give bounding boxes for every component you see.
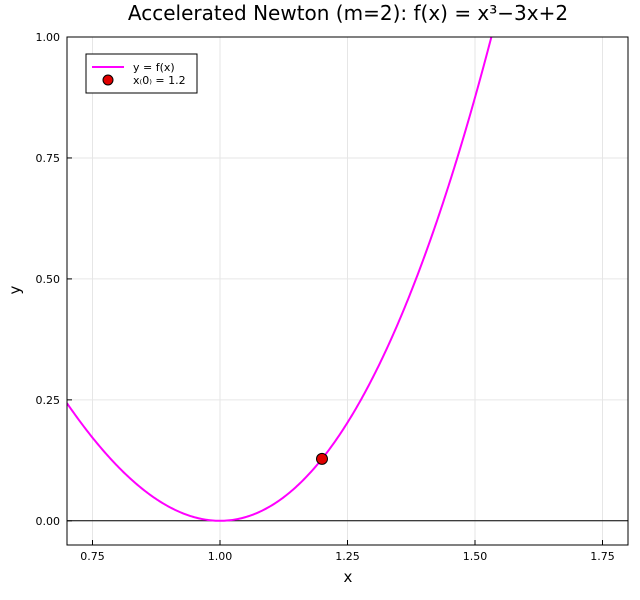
- x-tick-label: 1.75: [590, 550, 615, 563]
- legend-marker-swatch: [102, 74, 114, 86]
- x-tick-label: 0.75: [80, 550, 105, 563]
- legend: y = f(x) x₍0₎ = 1.2: [85, 53, 198, 94]
- plot-area: [67, 37, 628, 522]
- x-tick-label: 1.25: [335, 550, 360, 563]
- grid: [67, 36, 628, 545]
- plot-series: [67, 37, 628, 522]
- y-tick-label: 0.25: [36, 394, 61, 407]
- x-tick-label: 1.50: [463, 550, 488, 563]
- legend-entry-point: x₍0₎ = 1.2: [133, 74, 186, 87]
- legend-entry-curve: y = f(x): [133, 61, 175, 74]
- y-tick-label: 1.00: [36, 31, 61, 44]
- legend-box: [85, 53, 198, 94]
- y-axis-label: y: [6, 285, 24, 294]
- y-tick-label: 0.00: [36, 515, 61, 528]
- y-tick-label: 0.50: [36, 273, 61, 286]
- chart-title: Accelerated Newton (m=2): f(x) = x³−3x+2: [128, 1, 568, 25]
- curve-f-of-x: [67, 37, 493, 522]
- initial-point-marker: [316, 452, 328, 465]
- x-tick-label: 1.00: [208, 550, 233, 563]
- y-tick-label: 0.75: [36, 152, 61, 165]
- tick-labels: 0.75 1.00 1.25 1.50 1.75 0.00 0.25 0.50 0.75 1.00: [36, 31, 615, 563]
- x-axis-label: x: [344, 568, 353, 586]
